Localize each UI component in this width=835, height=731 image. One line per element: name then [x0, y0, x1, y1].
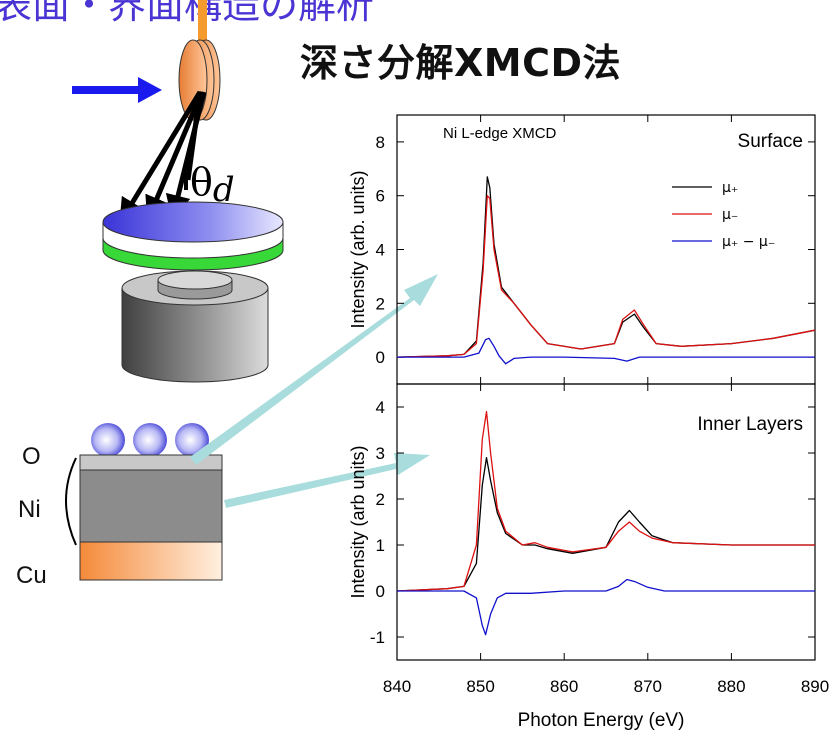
x-tick-label: 850: [466, 677, 494, 696]
plot-frame: [396, 383, 816, 661]
emission-rays: [119, 90, 207, 224]
y-tick-label: 3: [376, 444, 385, 463]
oxygen-atom: [133, 423, 167, 457]
layer-label-copper: Cu: [16, 562, 47, 589]
y-tick-label: 8: [376, 133, 385, 152]
series-line-difference: [397, 337, 815, 365]
theta-label: θd: [190, 160, 235, 210]
y-tick-label: 0: [376, 348, 385, 367]
y-tick-label: 1: [376, 536, 385, 555]
y-tick-label: 2: [376, 294, 385, 313]
series-line-mu-minus: [396, 410, 815, 592]
layer-label-oxygen: O: [22, 443, 41, 470]
y-axis-label: Intensity (arb units): [348, 445, 368, 598]
legend-entry: μ₊ − μ₋: [722, 234, 775, 250]
series-line-mu-minus: [396, 195, 816, 358]
xmcd-chart: 0 2 4 6 8 Intensity (arb. units) Surface Ni L-e…: [348, 114, 829, 731]
top-heading-fragment: 表面・界面構造の解析: [0, 0, 375, 27]
x-tick-label: 840: [383, 677, 411, 696]
y-tick-label: 4: [376, 398, 385, 417]
annotation-label: Ni L-edge XMCD: [443, 125, 557, 142]
slide-title: 深さ分解XMCD法: [300, 41, 622, 85]
y-tick-label: 4: [376, 241, 385, 260]
y-tick-label: 6: [376, 187, 385, 206]
panel-label: Inner Layers: [697, 414, 803, 435]
y-tick-label: -1: [370, 628, 385, 647]
series-line-mu-plus: [396, 456, 815, 592]
layer-stack: [65, 423, 223, 581]
layer-label-nickel: Ni: [18, 496, 41, 523]
x-axis-label: Photon Energy (eV): [518, 710, 685, 731]
x-tick-label: 860: [550, 677, 578, 696]
nickel-layer: [79, 469, 223, 543]
sample-disk: [102, 201, 284, 271]
theta-symbol: θ: [190, 160, 213, 204]
y-tick-label: 0: [376, 582, 385, 601]
x-tick-label: 870: [634, 677, 662, 696]
oxygen-atom: [91, 423, 125, 457]
sample-holder-cylinder: [121, 270, 269, 383]
series-line-mu-plus: [396, 176, 816, 358]
legend-entry: μ₋: [722, 207, 738, 223]
legend-entry: μ₊: [722, 180, 738, 196]
series-line-difference: [397, 578, 815, 636]
x-tick-label: 890: [801, 677, 829, 696]
ni-bracket: [65, 457, 77, 546]
copper-substrate: [79, 541, 223, 581]
detector-rod: [198, 0, 207, 42]
oxygen-atom: [175, 423, 209, 457]
pointer-arrows: [190, 274, 438, 508]
theta-subscript: d: [213, 170, 235, 210]
y-axis-label: Intensity (arb. units): [348, 170, 368, 328]
incident-beam-arrow: [72, 77, 162, 103]
panel-label: Surface: [738, 131, 803, 152]
x-tick-label: 880: [717, 677, 745, 696]
y-tick-label: 2: [376, 490, 385, 509]
